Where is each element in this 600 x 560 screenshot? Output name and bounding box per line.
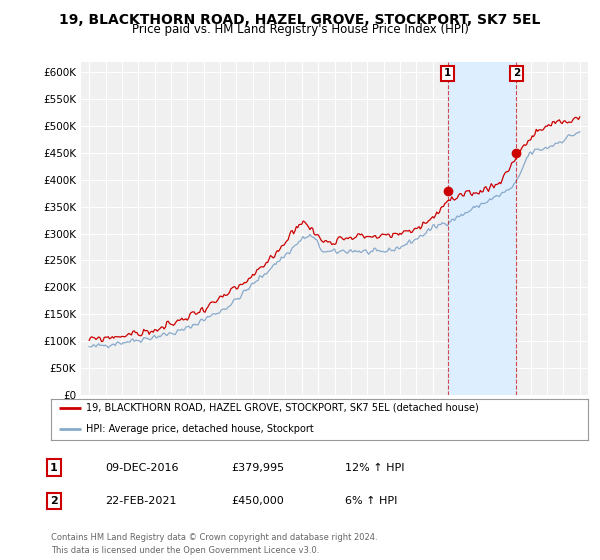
Bar bbox=[448, 62, 517, 395]
Text: 6% ↑ HPI: 6% ↑ HPI bbox=[345, 496, 397, 506]
Text: Price paid vs. HM Land Registry's House Price Index (HPI): Price paid vs. HM Land Registry's House … bbox=[131, 22, 469, 36]
Text: 2: 2 bbox=[50, 496, 58, 506]
Text: £450,000: £450,000 bbox=[231, 496, 284, 506]
Text: 19, BLACKTHORN ROAD, HAZEL GROVE, STOCKPORT, SK7 5EL (detached house): 19, BLACKTHORN ROAD, HAZEL GROVE, STOCKP… bbox=[86, 403, 479, 413]
Text: HPI: Average price, detached house, Stockport: HPI: Average price, detached house, Stoc… bbox=[86, 424, 314, 435]
Text: Contains HM Land Registry data © Crown copyright and database right 2024.
This d: Contains HM Land Registry data © Crown c… bbox=[51, 533, 377, 554]
Text: 19, BLACKTHORN ROAD, HAZEL GROVE, STOCKPORT, SK7 5EL: 19, BLACKTHORN ROAD, HAZEL GROVE, STOCKP… bbox=[59, 13, 541, 27]
Text: £379,995: £379,995 bbox=[231, 463, 284, 473]
Text: 1: 1 bbox=[444, 68, 451, 78]
Text: 2: 2 bbox=[513, 68, 520, 78]
Text: 12% ↑ HPI: 12% ↑ HPI bbox=[345, 463, 404, 473]
Text: 1: 1 bbox=[50, 463, 58, 473]
Text: 22-FEB-2021: 22-FEB-2021 bbox=[105, 496, 176, 506]
Text: 09-DEC-2016: 09-DEC-2016 bbox=[105, 463, 179, 473]
